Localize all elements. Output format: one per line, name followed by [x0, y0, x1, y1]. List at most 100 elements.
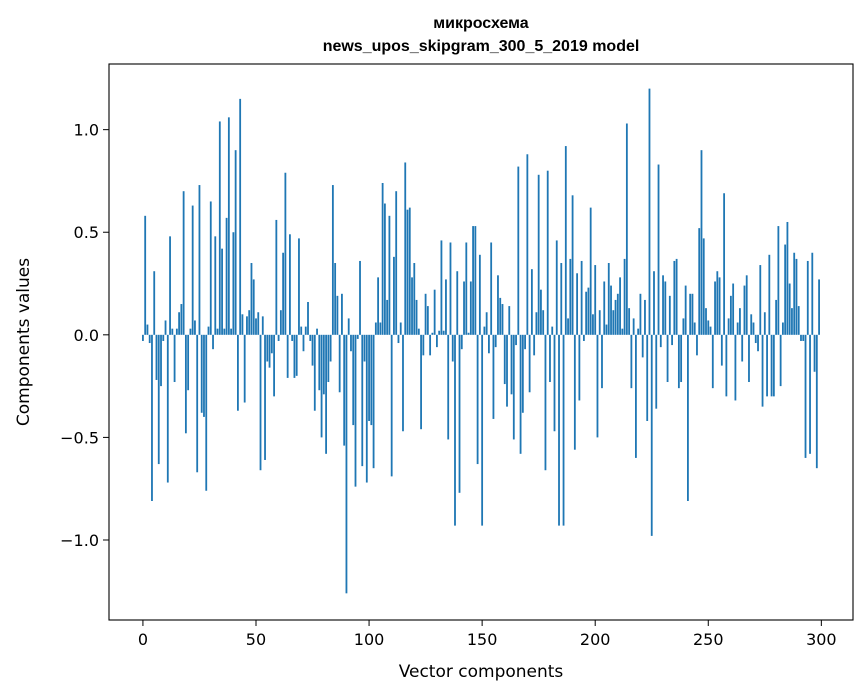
bar-179	[546, 170, 549, 335]
bar-210	[616, 293, 619, 335]
bar-180	[549, 334, 551, 383]
bar-287	[791, 308, 793, 335]
bar-91	[347, 318, 350, 335]
bar-273	[759, 265, 762, 335]
bar-158	[499, 297, 502, 335]
bar-170	[526, 154, 529, 335]
bar-130	[436, 334, 438, 348]
bar-186	[562, 334, 565, 526]
bar-231	[664, 281, 667, 335]
bar-238	[680, 334, 683, 383]
bar-165	[515, 334, 517, 346]
bar-27	[203, 334, 205, 417]
y-tick-label: 0.0	[74, 326, 99, 345]
bar-34	[218, 121, 221, 335]
bar-246	[698, 228, 701, 335]
bar-135	[447, 334, 450, 440]
bar-99	[365, 334, 368, 483]
bar-69	[298, 238, 300, 335]
bar-200	[594, 265, 597, 335]
x-tick-label: 200	[580, 630, 611, 649]
bar-78	[318, 334, 321, 391]
bar-222	[644, 299, 646, 335]
bar-79	[320, 334, 323, 438]
bar-71	[302, 334, 305, 352]
bar-60	[277, 334, 280, 341]
bar-52	[259, 334, 262, 471]
bar-133	[442, 330, 445, 335]
bar-66	[291, 334, 294, 341]
bar-115	[402, 334, 404, 432]
bar-276	[766, 334, 768, 397]
bar-247	[700, 150, 703, 335]
bar-267	[745, 275, 748, 335]
bar-257	[723, 193, 726, 335]
y-tick-label: −1.0	[60, 531, 99, 550]
bar-131	[438, 330, 441, 335]
bar-293	[804, 334, 807, 458]
bar-75	[311, 334, 314, 366]
bar-203	[601, 334, 603, 389]
bar-39	[230, 328, 233, 335]
bar-128	[431, 332, 434, 335]
bar-40	[232, 232, 235, 335]
bar-211	[619, 277, 621, 335]
bar-19	[184, 334, 187, 434]
bar-110	[390, 334, 393, 477]
bar-216	[630, 334, 633, 389]
bar-15	[175, 328, 178, 335]
bar-191	[573, 334, 576, 450]
bar-24	[196, 334, 199, 473]
bar-2	[146, 324, 149, 335]
bar-196	[585, 291, 588, 335]
bar-181	[551, 326, 554, 335]
bar-209	[614, 299, 617, 335]
bar-67	[293, 334, 296, 378]
bar-8	[160, 334, 162, 387]
bar-240	[684, 285, 687, 335]
bar-14	[173, 334, 176, 383]
bar-297	[813, 334, 816, 372]
bar-72	[304, 326, 307, 335]
bar-102	[372, 334, 375, 469]
bar-55	[266, 334, 269, 362]
bar-228	[657, 164, 660, 335]
bar-271	[754, 334, 757, 344]
bar-195	[582, 334, 585, 341]
bar-144	[467, 332, 470, 335]
bar-294	[806, 260, 809, 335]
bar-291	[800, 334, 802, 341]
bar-244	[693, 322, 696, 335]
bar-182	[553, 334, 556, 432]
bar-108	[386, 299, 389, 335]
bar-221	[641, 334, 644, 358]
bar-162	[508, 306, 511, 335]
bar-112	[395, 191, 398, 335]
plot-frame	[108, 63, 854, 621]
bar-282	[779, 334, 782, 387]
bar-261	[732, 283, 735, 335]
bar-248	[702, 238, 705, 335]
bar-251	[709, 326, 712, 335]
bar-185	[560, 263, 563, 335]
bar-193	[578, 334, 581, 401]
bar-35	[221, 248, 223, 335]
bar-242	[689, 293, 692, 335]
bar-84	[331, 185, 334, 335]
bar-96	[359, 260, 361, 335]
bar-114	[399, 322, 402, 335]
bar-208	[612, 310, 615, 335]
bar-9	[162, 334, 165, 341]
bar-234	[671, 334, 673, 346]
x-tick-label: 50	[246, 630, 266, 649]
bar-260	[729, 295, 732, 335]
y-tick-label: −0.5	[60, 428, 99, 447]
bar-22	[191, 205, 194, 335]
bar-18	[182, 191, 185, 335]
bar-118	[408, 207, 411, 335]
bar-64	[286, 334, 289, 378]
bar-206	[607, 263, 610, 335]
bar-241	[687, 334, 689, 501]
bar-148	[476, 334, 479, 465]
